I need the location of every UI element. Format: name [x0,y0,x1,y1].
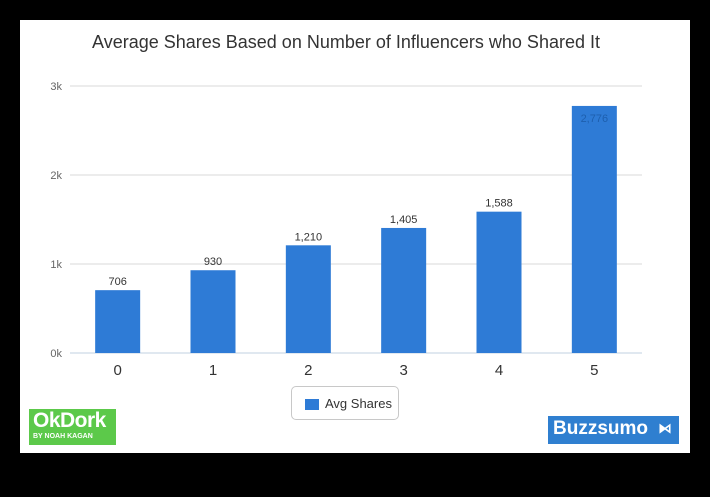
x-tick-label: 3 [399,362,407,379]
chart-frame: Average Shares Based on Number of Influe… [20,20,690,453]
data-label: 930 [204,256,222,268]
chart-title: Average Shares Based on Number of Influe… [92,32,600,52]
buzzsumo-logo-text: Buzzsumo [553,418,648,439]
bar-layer [95,105,617,353]
bar [285,245,331,353]
data-label: 1,210 [295,231,323,243]
x-tick-label: 0 [113,362,121,379]
chart-svg: Average Shares Based on Number of Influe… [50,32,642,379]
data-label: 1,588 [485,198,513,210]
x-tick-label: 4 [495,362,503,379]
bar [571,105,617,353]
wifi-signal-icon: ⧑ [658,420,672,436]
grid-layer [70,85,642,354]
buzzsumo-logo: Buzzsumo ⧑ [548,416,679,444]
y-tick-label: 2k [50,170,62,182]
data-label: 706 [108,276,126,288]
bar [190,270,236,353]
x-tick-label: 5 [590,362,598,379]
bar [95,290,141,353]
chart-legend[interactable]: Avg Shares [291,386,399,420]
legend-swatch [305,399,319,410]
y-tick-label: 1k [50,259,62,271]
data-label: 1,405 [390,214,418,226]
y-tick-label: 3k [50,81,62,93]
bar [476,211,522,353]
okdork-logo-text: OkDork [33,409,106,432]
label-layer: 0k 1k 2k 3k 0 706 1 930 2 1,210 3 1,405 4 1,588 5 2,776 [50,81,608,379]
okdork-logo-subtext: BY NOAH KAGAN [33,433,93,440]
x-tick-label: 1 [209,362,217,379]
bar [381,227,427,353]
okdork-logo: OkDork BY NOAH KAGAN [29,409,116,445]
data-label: 2,776 [581,113,609,125]
x-tick-label: 2 [304,362,312,379]
legend-label: Avg Shares [325,396,392,411]
y-tick-label: 0k [50,348,62,360]
